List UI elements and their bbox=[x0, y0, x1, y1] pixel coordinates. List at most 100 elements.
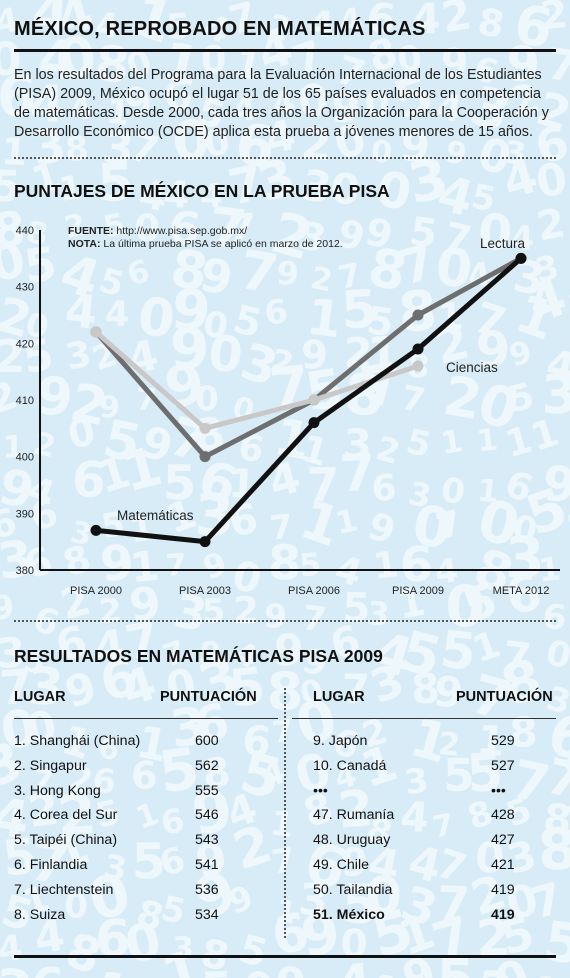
svg-text:4: 4 bbox=[105, 295, 130, 335]
svg-text:1: 1 bbox=[474, 717, 507, 766]
svg-text:0: 0 bbox=[330, 164, 361, 214]
source-label: FUENTE: bbox=[68, 225, 114, 237]
svg-text:3: 3 bbox=[27, 657, 65, 717]
svg-text:5: 5 bbox=[200, 961, 233, 978]
table-cell-place: 2. Singapur bbox=[14, 757, 87, 774]
svg-text:7: 7 bbox=[306, 458, 339, 513]
svg-text:6: 6 bbox=[130, 753, 158, 798]
svg-text:2: 2 bbox=[538, 0, 569, 39]
table-cell-place: 10. Canadá bbox=[313, 757, 387, 774]
table-cell-score: 428 bbox=[491, 807, 515, 824]
data-point-lectura bbox=[412, 309, 424, 321]
svg-text:5: 5 bbox=[163, 456, 196, 512]
svg-text:7: 7 bbox=[500, 633, 533, 682]
svg-text:2: 2 bbox=[300, 119, 333, 171]
svg-text:2: 2 bbox=[233, 589, 259, 632]
svg-text:9: 9 bbox=[301, 333, 329, 378]
source-text: http://www.pisa.sep.gob.mx/ bbox=[113, 225, 248, 237]
svg-text:4: 4 bbox=[307, 4, 335, 47]
svg-text:5: 5 bbox=[0, 827, 40, 887]
data-point-ciencias bbox=[90, 326, 102, 338]
svg-text:4: 4 bbox=[399, 792, 431, 842]
right-header-rule bbox=[292, 718, 556, 719]
svg-text:0: 0 bbox=[240, 961, 276, 978]
svg-text:3: 3 bbox=[503, 135, 528, 173]
table-cell-score: 546 bbox=[195, 807, 219, 824]
left-header-rule bbox=[14, 718, 278, 719]
table-cell-place: 47. Rumanía bbox=[313, 807, 395, 824]
data-point-lectura bbox=[199, 451, 211, 463]
svg-text:3: 3 bbox=[365, 594, 391, 634]
svg-text:3: 3 bbox=[0, 629, 26, 678]
chart-section-title: PUNTAJES DE MÉXICO EN LA PRUEBA PISA bbox=[14, 181, 390, 201]
table-cell-score: 541 bbox=[195, 857, 219, 873]
svg-text:5: 5 bbox=[340, 279, 380, 341]
svg-text:4: 4 bbox=[200, 177, 222, 215]
svg-text:3: 3 bbox=[402, 760, 431, 803]
svg-text:9: 9 bbox=[475, 321, 510, 379]
svg-text:2: 2 bbox=[438, 0, 475, 42]
intro-paragraph: En los resultados del Programa para la E… bbox=[14, 67, 549, 140]
data-point-matematicas bbox=[308, 417, 320, 429]
svg-text:0: 0 bbox=[134, 286, 178, 350]
data-point-ciencias bbox=[308, 394, 320, 406]
data-point-ciencias bbox=[412, 360, 424, 372]
svg-text:2: 2 bbox=[97, 590, 123, 631]
table-cell-score: 421 bbox=[491, 857, 515, 873]
svg-text:8: 8 bbox=[536, 816, 570, 884]
svg-text:4: 4 bbox=[306, 972, 341, 978]
svg-text:7: 7 bbox=[269, 840, 297, 882]
svg-text:7: 7 bbox=[228, 206, 255, 251]
y-tick-label: 390 bbox=[16, 508, 34, 520]
svg-text:0: 0 bbox=[340, 922, 368, 967]
table-cell-place: 51. México bbox=[313, 906, 385, 923]
svg-text:4: 4 bbox=[0, 928, 25, 971]
table-cell-score: 555 bbox=[195, 782, 219, 799]
svg-text:5: 5 bbox=[436, 946, 475, 978]
svg-text:1: 1 bbox=[476, 473, 501, 511]
svg-text:4: 4 bbox=[511, 218, 535, 257]
svg-text:9: 9 bbox=[169, 277, 214, 345]
svg-text:7: 7 bbox=[205, 195, 250, 262]
svg-text:4: 4 bbox=[68, 90, 93, 128]
svg-text:8: 8 bbox=[268, 535, 302, 591]
svg-text:3: 3 bbox=[296, 874, 330, 926]
data-point-matematicas bbox=[515, 252, 527, 264]
svg-text:2: 2 bbox=[55, 782, 99, 850]
svg-text:0: 0 bbox=[363, 84, 391, 127]
svg-text:5: 5 bbox=[298, 546, 323, 584]
svg-text:9: 9 bbox=[275, 253, 301, 293]
svg-text:7: 7 bbox=[300, 598, 329, 641]
svg-text:6: 6 bbox=[71, 451, 107, 509]
svg-text:5: 5 bbox=[155, 736, 203, 807]
table-cell-place: 5. Taipéi (China) bbox=[14, 832, 118, 849]
svg-text:5: 5 bbox=[131, 833, 166, 890]
svg-text:1: 1 bbox=[0, 130, 28, 174]
svg-text:3: 3 bbox=[540, 362, 570, 426]
bottom-rule bbox=[14, 955, 556, 958]
svg-text:2: 2 bbox=[475, 908, 513, 968]
svg-text:8: 8 bbox=[0, 202, 27, 259]
x-tick-label: PISA 2006 bbox=[288, 585, 340, 597]
table-cell-place: 6. Finlandia bbox=[14, 857, 88, 873]
svg-text:0: 0 bbox=[395, 38, 425, 81]
svg-text:5: 5 bbox=[437, 620, 479, 682]
right-header-place: LUGAR bbox=[313, 689, 365, 705]
svg-text:9: 9 bbox=[330, 82, 361, 132]
y-tick-label: 440 bbox=[16, 225, 34, 237]
table-cell-place: 3. Hong Kong bbox=[14, 782, 101, 799]
x-tick-label: PISA 2009 bbox=[392, 585, 444, 597]
series-label: Ciencias bbox=[446, 360, 498, 375]
data-point-matematicas bbox=[90, 524, 102, 536]
svg-text:3: 3 bbox=[167, 697, 211, 760]
svg-text:1: 1 bbox=[2, 429, 24, 466]
table-cell-place: 49. Chile bbox=[313, 857, 369, 873]
svg-text:5: 5 bbox=[465, 742, 505, 804]
svg-text:1: 1 bbox=[57, 167, 84, 208]
data-point-matematicas bbox=[412, 343, 424, 355]
y-tick-label: 420 bbox=[16, 338, 34, 350]
svg-text:7: 7 bbox=[436, 876, 471, 932]
svg-text:0: 0 bbox=[205, 324, 246, 385]
svg-text:7: 7 bbox=[165, 548, 188, 584]
svg-text:9: 9 bbox=[398, 120, 433, 172]
